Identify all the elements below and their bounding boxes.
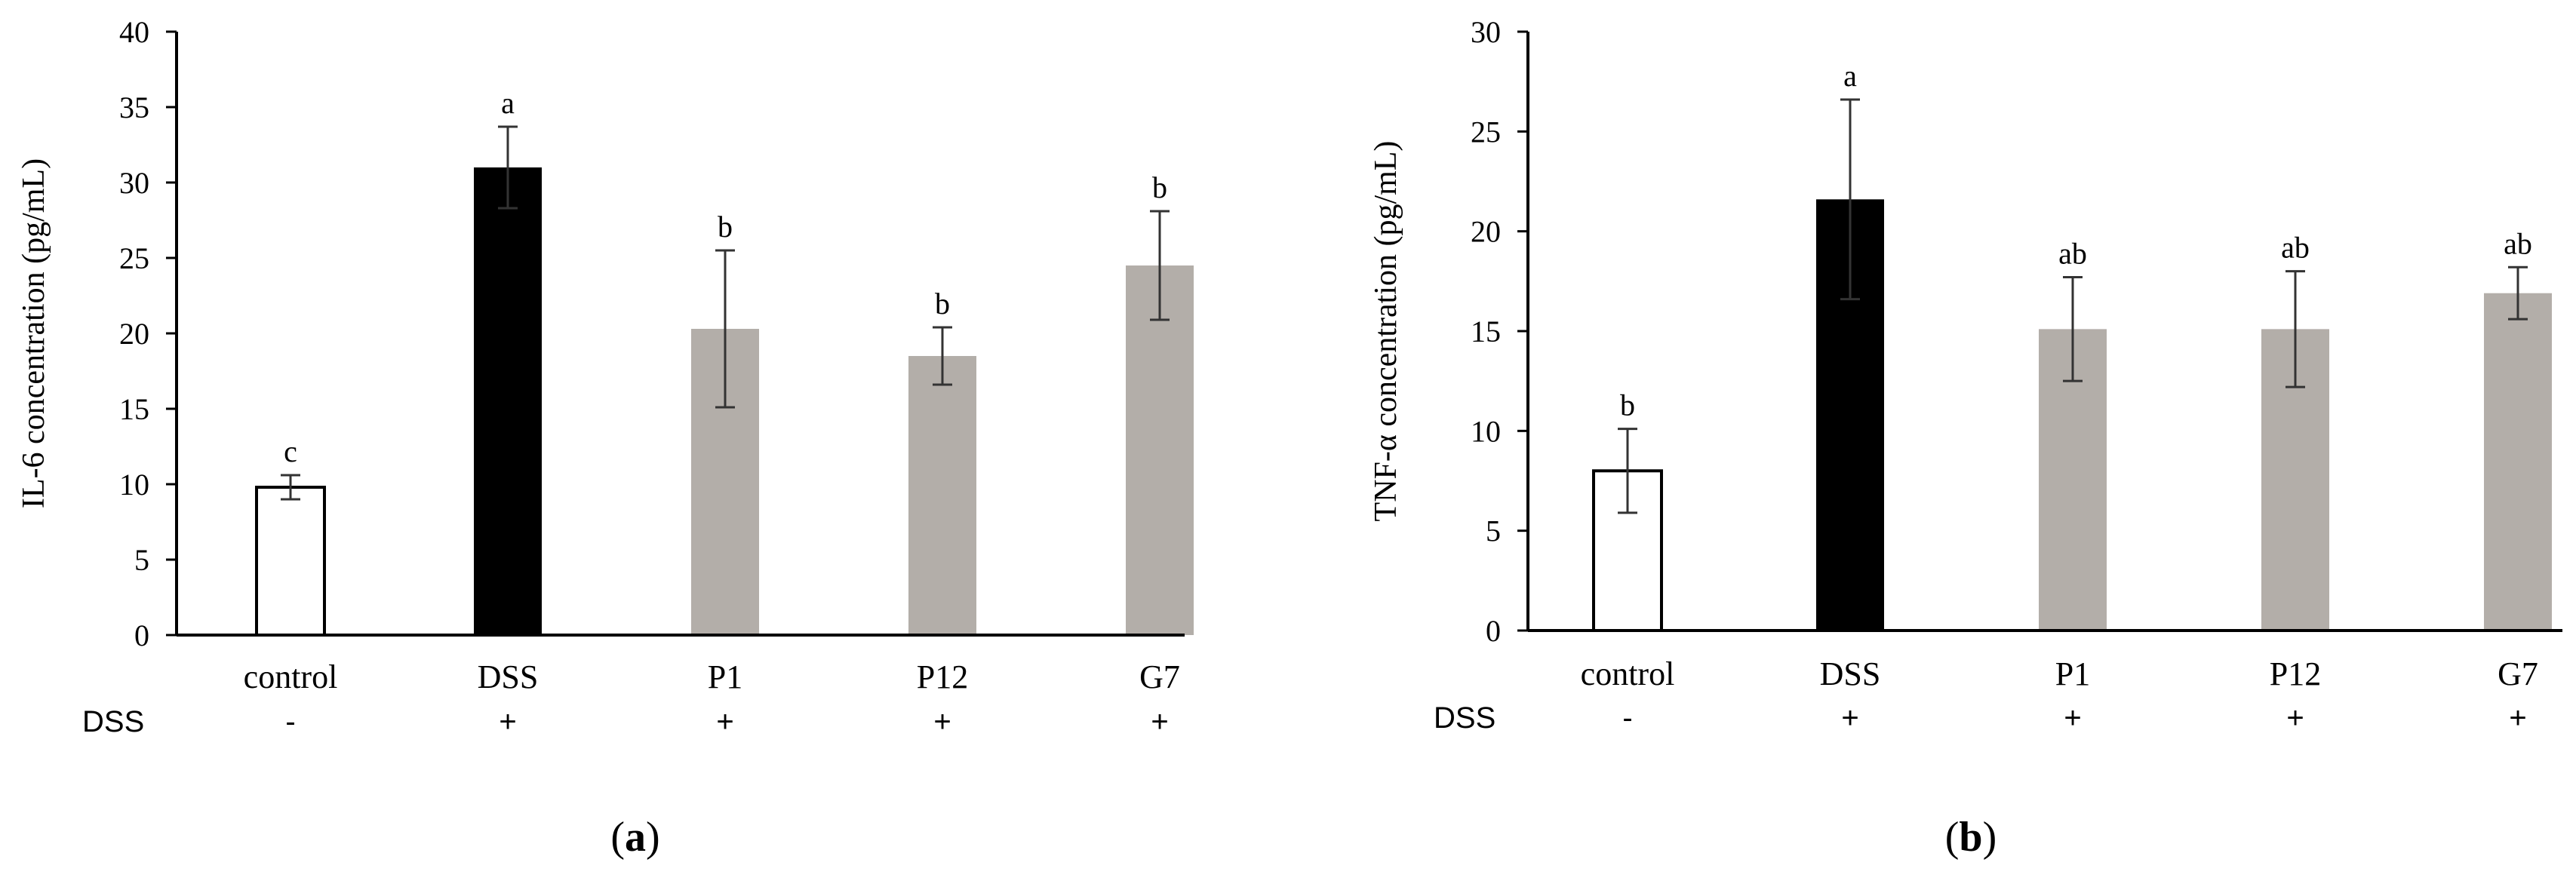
y-tick-label: 35 bbox=[119, 91, 149, 124]
y-tick-label: 25 bbox=[1471, 115, 1501, 149]
chart-panel-a: 0 5 10 15 20 25 30 35 40 IL-6 concentration (pg/m… bbox=[17, 15, 1194, 861]
y-tick-label: 0 bbox=[134, 618, 149, 652]
category-label: G7 bbox=[1139, 658, 1180, 695]
chart-panel-b: 0 5 10 15 20 25 30 TNF-α concentration (pg/mL) b… bbox=[1369, 15, 2562, 861]
bar-control bbox=[255, 486, 326, 637]
y-axis-title: IL-6 concentration (pg/mL) bbox=[17, 158, 51, 508]
significance-letter: b bbox=[935, 287, 950, 321]
dss-treatment-sign: + bbox=[2064, 701, 2081, 735]
bar-p12 bbox=[908, 356, 976, 635]
dss-treatment-sign: + bbox=[2509, 701, 2526, 735]
y-tick-label: 30 bbox=[1471, 15, 1501, 49]
bar-g7 bbox=[1126, 265, 1194, 635]
y-tick-label: 15 bbox=[119, 392, 149, 426]
dss-treatment-sign: + bbox=[1841, 701, 1858, 735]
y-tick-label: 20 bbox=[119, 317, 149, 351]
y-tick-label: 15 bbox=[1471, 315, 1501, 348]
dss-treatment-sign: + bbox=[933, 705, 951, 738]
y-tick-label: 10 bbox=[119, 468, 149, 502]
dss-treatment-sign: + bbox=[1151, 705, 1168, 738]
panel-label: (a) bbox=[610, 814, 659, 861]
significance-letter: b bbox=[1152, 170, 1167, 204]
significance-letter: a bbox=[501, 86, 515, 120]
category-label: DSS bbox=[1820, 655, 1881, 692]
significance-letter: ab bbox=[2058, 237, 2087, 271]
category-label: P12 bbox=[2270, 655, 2321, 692]
significance-letter: ab bbox=[2504, 226, 2532, 260]
y-tick-label: 5 bbox=[134, 543, 149, 577]
dss-row-label: DSS bbox=[1434, 701, 1495, 735]
dss-treatment-sign: + bbox=[2286, 701, 2304, 735]
dss-row-label: DSS bbox=[82, 705, 144, 738]
panel-label: (b) bbox=[1945, 814, 1997, 861]
significance-letter: b bbox=[718, 210, 733, 244]
bar-dss bbox=[474, 167, 542, 635]
dss-treatment-sign: - bbox=[285, 705, 295, 738]
y-tick-label: 5 bbox=[1486, 514, 1501, 548]
category-label: control bbox=[1581, 655, 1675, 692]
y-tick-label: 0 bbox=[1486, 614, 1501, 648]
dss-treatment-sign: + bbox=[499, 705, 516, 738]
category-label: G7 bbox=[2498, 655, 2538, 692]
category-label: control bbox=[244, 658, 338, 695]
category-label: DSS bbox=[478, 658, 539, 695]
significance-letter: c bbox=[284, 434, 297, 468]
y-tick-label: 25 bbox=[119, 241, 149, 275]
dss-treatment-sign: + bbox=[716, 705, 733, 738]
category-label: P1 bbox=[2055, 655, 2090, 692]
y-axis-title: TNF-α concentration (pg/mL) bbox=[1369, 141, 1403, 522]
bar-g7 bbox=[2484, 293, 2552, 631]
y-tick-label: 20 bbox=[1471, 215, 1501, 249]
dss-treatment-sign: - bbox=[1622, 701, 1632, 735]
category-label: P12 bbox=[917, 658, 968, 695]
significance-letter: a bbox=[1843, 59, 1857, 93]
y-tick-label: 40 bbox=[119, 15, 149, 49]
category-label: P1 bbox=[708, 658, 742, 695]
y-tick-label: 10 bbox=[1471, 414, 1501, 448]
significance-letter: ab bbox=[2281, 231, 2310, 265]
significance-letter: b bbox=[1620, 388, 1635, 422]
y-tick-label: 30 bbox=[119, 166, 149, 200]
